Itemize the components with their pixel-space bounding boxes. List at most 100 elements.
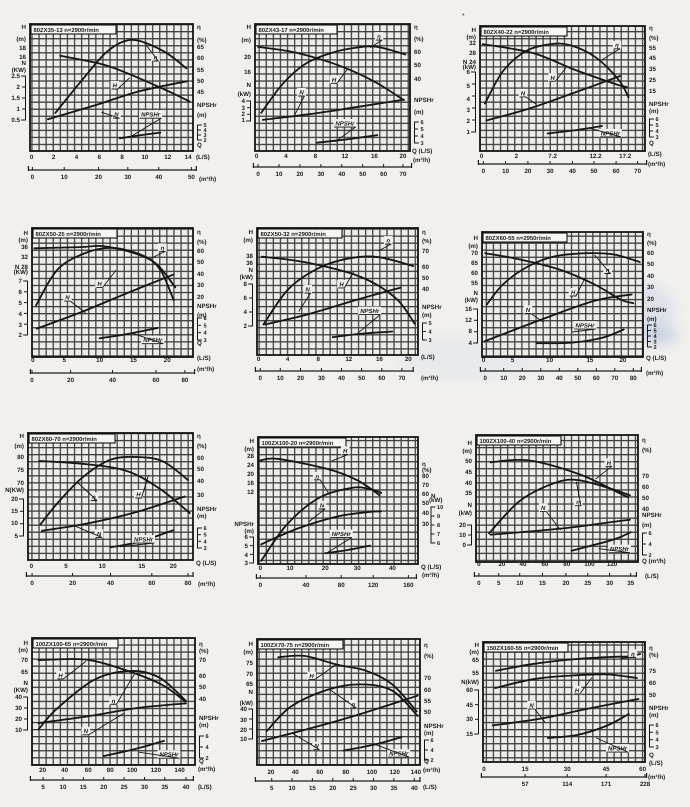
svg-text:3: 3 [429, 338, 432, 344]
svg-text:0: 0 [463, 542, 467, 549]
svg-text:NPSHr: NPSHr [197, 102, 217, 109]
svg-text:NPSHr: NPSHr [649, 705, 669, 712]
svg-text:(m): (m) [199, 722, 209, 729]
svg-text:50: 50 [197, 78, 204, 85]
svg-text:60: 60 [378, 375, 385, 382]
svg-text:40: 40 [155, 174, 162, 181]
svg-text:20: 20 [197, 294, 204, 301]
svg-text:8: 8 [120, 154, 124, 161]
svg-text:20: 20 [244, 54, 251, 61]
svg-text:6: 6 [431, 738, 434, 744]
svg-text:H: H [575, 687, 580, 694]
svg-text:60: 60 [593, 375, 600, 382]
svg-text:45: 45 [465, 469, 472, 476]
svg-text:10: 10 [516, 580, 523, 587]
svg-text:75: 75 [649, 668, 656, 675]
svg-text:(kW): (kW) [238, 91, 251, 98]
svg-text:20: 20 [322, 565, 329, 572]
svg-text:40: 40 [338, 171, 345, 178]
svg-text:10: 10 [99, 563, 106, 570]
svg-text:6: 6 [437, 541, 440, 547]
svg-text:N: N [521, 90, 526, 97]
svg-text:(KW): (KW) [12, 67, 26, 74]
svg-text:15: 15 [586, 357, 593, 364]
svg-text:60: 60 [422, 264, 429, 271]
svg-text:20: 20 [39, 767, 46, 774]
svg-text:(L/S): (L/S) [197, 355, 211, 362]
svg-text:N(KW): N(KW) [5, 487, 24, 494]
svg-text:100ZX100-20 n=2900r/min: 100ZX100-20 n=2900r/min [262, 440, 334, 447]
svg-text:60: 60 [466, 687, 473, 694]
svg-text:25: 25 [584, 580, 591, 587]
svg-text:36: 36 [21, 244, 28, 251]
svg-text:10: 10 [289, 785, 296, 792]
svg-text:(kW): (kW) [463, 64, 476, 71]
svg-text:28: 28 [247, 453, 254, 460]
svg-text:N: N [247, 82, 252, 89]
svg-text:0: 0 [259, 565, 263, 572]
svg-text:4: 4 [204, 128, 208, 134]
svg-text:50: 50 [422, 275, 429, 282]
svg-text:H: H [113, 83, 118, 90]
svg-text:1.5: 1.5 [11, 95, 20, 102]
svg-text:10: 10 [61, 174, 68, 181]
svg-text:40: 40 [389, 565, 396, 572]
svg-text:20: 20 [329, 785, 336, 792]
svg-text:150ZX160-55 n=2900r/min: 150ZX160-55 n=2900r/min [487, 645, 559, 652]
svg-text:4: 4 [244, 309, 248, 316]
svg-text:NPSHr: NPSHr [197, 303, 217, 310]
svg-text:3: 3 [19, 322, 23, 329]
svg-text:H: H [20, 433, 25, 440]
svg-text:η: η [649, 645, 653, 652]
svg-text:H: H [249, 641, 254, 648]
svg-text:4: 4 [654, 334, 658, 340]
svg-text:20: 20 [619, 357, 626, 364]
svg-text:65: 65 [472, 657, 479, 664]
svg-text:η: η [642, 437, 646, 444]
svg-text:NPSHr: NPSHr [642, 512, 662, 519]
svg-text:40: 40 [183, 784, 190, 791]
svg-text:NPSHr: NPSHr [422, 304, 442, 311]
svg-text:40: 40 [520, 561, 527, 568]
svg-text:75: 75 [17, 467, 24, 474]
svg-text:2: 2 [204, 138, 207, 144]
svg-text:2: 2 [515, 153, 519, 160]
svg-text:(%): (%) [197, 239, 207, 246]
svg-text:15: 15 [138, 563, 145, 570]
svg-text:70: 70 [398, 375, 405, 382]
svg-text:(%): (%) [649, 35, 659, 42]
svg-text:H: H [474, 235, 479, 242]
svg-text:5: 5 [204, 323, 207, 329]
svg-text:η: η [199, 641, 203, 648]
svg-text:(m): (m) [462, 448, 472, 455]
svg-text:160: 160 [403, 582, 414, 589]
svg-text:15: 15 [130, 357, 137, 364]
svg-text:4: 4 [19, 311, 23, 318]
svg-text:0: 0 [259, 582, 263, 589]
svg-text:3: 3 [421, 141, 424, 147]
svg-text:30: 30 [564, 766, 571, 773]
svg-text:NPSHr: NPSHr [335, 121, 355, 128]
svg-text:H: H [24, 640, 29, 647]
svg-text:20: 20 [170, 563, 177, 570]
svg-text:57: 57 [522, 781, 529, 788]
svg-text:6: 6 [649, 531, 652, 537]
svg-text:6: 6 [206, 734, 209, 740]
svg-text:0: 0 [30, 154, 34, 161]
svg-text:80: 80 [563, 561, 570, 568]
svg-text:Q: Q [649, 140, 654, 147]
svg-text:50: 50 [424, 709, 431, 716]
svg-text:(kW): (kW) [429, 497, 442, 504]
svg-text:4: 4 [469, 340, 473, 347]
svg-text:10: 10 [96, 357, 103, 364]
svg-text:4: 4 [286, 356, 290, 363]
svg-text:100ZX100-40 n=2900r/min: 100ZX100-40 n=2900r/min [480, 438, 552, 445]
svg-text:N 28: N 28 [15, 264, 29, 271]
svg-text:60: 60 [148, 580, 155, 587]
svg-text:50: 50 [199, 684, 206, 691]
svg-text:5: 5 [41, 784, 45, 791]
svg-text:65: 65 [246, 681, 253, 688]
svg-text:(m): (m) [649, 712, 659, 719]
svg-text:10: 10 [287, 565, 294, 572]
svg-text:8: 8 [314, 153, 318, 160]
